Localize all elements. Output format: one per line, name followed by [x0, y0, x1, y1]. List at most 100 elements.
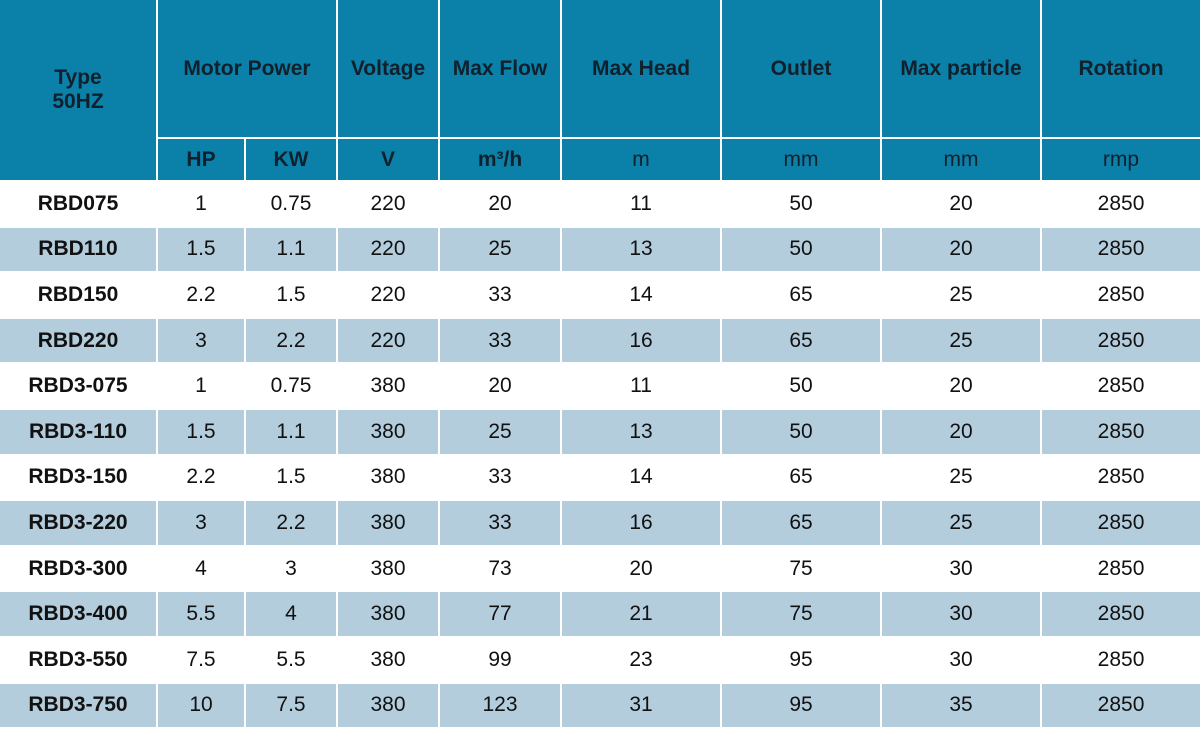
value-cell: 20 [882, 364, 1043, 410]
value-cell: 380 [338, 683, 441, 730]
value-cell: 30 [882, 546, 1043, 593]
value-cell: 13 [562, 409, 723, 456]
table-row: RBD3-150 2.2 1.5 380 33 14 65 25 2850 [0, 455, 1200, 502]
value-cell: 25 [882, 273, 1043, 319]
column-header: Rotation [1042, 0, 1200, 139]
table-row: RBD3-750 10 7.5 380 123 31 95 35 2850 [0, 683, 1200, 730]
value-cell: 220 [338, 318, 441, 365]
column-header: Max Head [562, 0, 723, 139]
value-cell: 20 [562, 546, 723, 593]
unit: m³/h [440, 139, 563, 182]
value-cell: 4 [246, 592, 339, 638]
unit: rmp [1042, 139, 1200, 182]
value-cell: 21 [562, 592, 723, 638]
table-row: RBD110 1.5 1.1 220 25 13 50 20 2850 [0, 227, 1200, 274]
value-cell: 14 [562, 455, 723, 502]
value-cell: 33 [440, 501, 563, 547]
value-cell: 33 [440, 273, 563, 319]
value-cell: 20 [440, 364, 563, 410]
model-cell: RBD3-550 [0, 637, 158, 684]
value-cell: 20 [882, 227, 1043, 274]
unit: mm [722, 139, 883, 182]
value-cell: 30 [882, 592, 1043, 638]
model-cell: RBD3-300 [0, 546, 158, 593]
value-cell: 2850 [1042, 182, 1200, 228]
value-cell: 1 [158, 364, 246, 410]
value-cell: 1.5 [246, 455, 339, 502]
value-cell: 11 [562, 364, 723, 410]
value-cell: 7.5 [158, 637, 246, 684]
value-cell: 1.5 [158, 409, 246, 456]
value-cell: 4 [158, 546, 246, 593]
value-cell: 2850 [1042, 409, 1200, 456]
header-row: Type 50HZ Motor Power Voltage Max Flow Ma… [0, 0, 1200, 182]
unit: HP [158, 139, 246, 182]
value-cell: 25 [440, 227, 563, 274]
value-cell: 5.5 [246, 637, 339, 684]
value-cell: 50 [722, 182, 883, 228]
table-row: RBD3-110 1.5 1.1 380 25 13 50 20 2850 [0, 409, 1200, 456]
value-cell: 75 [722, 592, 883, 638]
value-cell: 23 [562, 637, 723, 684]
value-cell: 50 [722, 227, 883, 274]
value-cell: 25 [882, 318, 1043, 365]
value-cell: 2850 [1042, 364, 1200, 410]
value-cell: 220 [338, 273, 441, 319]
value-cell: 3 [158, 318, 246, 365]
value-cell: 65 [722, 273, 883, 319]
header-text: Type [54, 66, 102, 89]
table-row: RBD220 3 2.2 220 33 16 65 25 2850 [0, 318, 1200, 365]
model-cell: RBD150 [0, 273, 158, 319]
value-cell: 1.5 [158, 227, 246, 274]
value-cell: 2.2 [246, 501, 339, 547]
type-header: Type 50HZ [0, 0, 158, 182]
value-cell: 10 [158, 683, 246, 730]
value-cell: 1.1 [246, 409, 339, 456]
model-cell: RBD3-075 [0, 364, 158, 410]
value-cell: 2.2 [158, 455, 246, 502]
model-cell: RBD3-220 [0, 501, 158, 547]
value-cell: 95 [722, 683, 883, 730]
value-cell: 7.5 [246, 683, 339, 730]
table-header: Type 50HZ Motor Power Voltage Max Flow Ma… [0, 0, 1200, 182]
value-cell: 65 [722, 318, 883, 365]
unit-row: HP KW V m³/h m mm mm rmp [0, 139, 1200, 182]
value-cell: 13 [562, 227, 723, 274]
value-cell: 65 [722, 501, 883, 547]
column-header: Max Flow [440, 0, 563, 139]
value-cell: 2850 [1042, 273, 1200, 319]
column-header: Motor Power [158, 0, 339, 139]
table-row: RBD3-075 1 0.75 380 20 11 50 20 2850 [0, 364, 1200, 410]
model-cell: RBD3-110 [0, 409, 158, 456]
column-header: Max particle [882, 0, 1043, 139]
value-cell: 2.2 [246, 318, 339, 365]
model-cell: RBD220 [0, 318, 158, 365]
column-header: Voltage [338, 0, 441, 139]
model-cell: RBD075 [0, 182, 158, 228]
table-row: RBD3-220 3 2.2 380 33 16 65 25 2850 [0, 501, 1200, 547]
value-cell: 20 [882, 182, 1043, 228]
value-cell: 2850 [1042, 227, 1200, 274]
table-body: RBD075 1 0.75 220 20 11 50 20 2850 RBD110 1.5 1.1 22… [0, 182, 1200, 730]
value-cell: 380 [338, 637, 441, 684]
value-cell: 1.1 [246, 227, 339, 274]
model-cell: RBD3-400 [0, 592, 158, 638]
value-cell: 380 [338, 501, 441, 547]
unit: KW [246, 139, 339, 182]
value-cell: 65 [722, 455, 883, 502]
value-cell: 77 [440, 592, 563, 638]
value-cell: 50 [722, 364, 883, 410]
value-cell: 2850 [1042, 638, 1200, 684]
value-cell: 16 [562, 318, 723, 365]
value-cell: 95 [722, 637, 883, 684]
value-cell: 25 [882, 455, 1043, 502]
value-cell: 2850 [1042, 456, 1200, 502]
model-cell: RBD3-750 [0, 683, 158, 730]
column-header: Outlet [722, 0, 883, 139]
unit: V [338, 139, 441, 182]
model-cell: RBD110 [0, 227, 158, 274]
value-cell: 11 [562, 182, 723, 228]
value-cell: 20 [882, 409, 1043, 456]
value-cell: 20 [440, 182, 563, 228]
value-cell: 73 [440, 546, 563, 593]
